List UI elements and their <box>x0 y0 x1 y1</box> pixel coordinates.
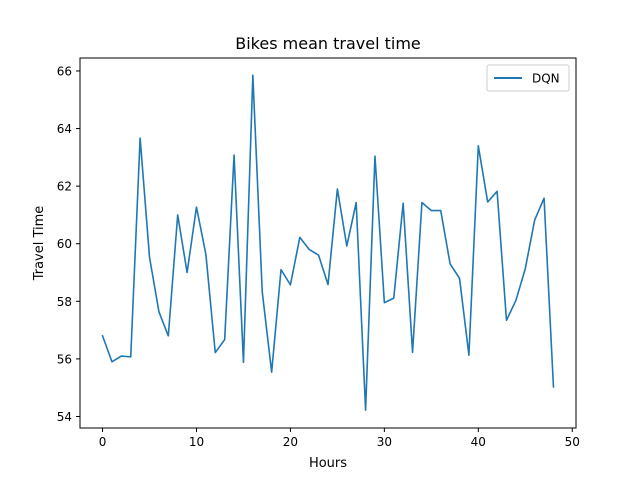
chart-title: Bikes mean travel time <box>235 34 421 53</box>
data-point <box>487 201 488 202</box>
data-point <box>290 284 291 285</box>
data-point <box>102 335 103 336</box>
y-tick-label: 58 <box>57 295 72 309</box>
data-point <box>177 214 178 215</box>
x-axis: 0 10 20 30 40 50 <box>99 428 580 449</box>
y-tick-label: 56 <box>57 352 72 366</box>
y-axis: 54 56 58 60 62 64 66 <box>57 64 80 424</box>
data-point <box>111 361 112 362</box>
data-point <box>205 254 206 255</box>
data-point <box>374 156 375 157</box>
legend: DQN <box>486 64 570 92</box>
data-point <box>168 335 169 336</box>
y-tick-label: 66 <box>57 64 72 78</box>
data-point <box>140 138 141 139</box>
y-tick-label: 64 <box>57 122 72 136</box>
data-point <box>318 255 319 256</box>
data-point <box>215 352 216 353</box>
data-point <box>431 210 432 211</box>
data-point <box>187 272 188 273</box>
data-point <box>553 386 554 387</box>
y-tick-label: 60 <box>57 237 72 251</box>
x-tick-label: 40 <box>471 435 486 449</box>
data-point <box>412 352 413 353</box>
x-tick-label: 10 <box>189 435 204 449</box>
data-point <box>121 356 122 357</box>
data-point <box>299 237 300 238</box>
data-point <box>337 189 338 190</box>
data-point <box>149 257 150 258</box>
data-point <box>525 268 526 269</box>
data-point <box>252 75 253 76</box>
data-point <box>440 210 441 211</box>
x-axis-label: Hours <box>309 456 347 471</box>
legend-box <box>486 64 570 92</box>
data-point <box>356 202 357 203</box>
data-point <box>365 410 366 411</box>
data-point <box>224 339 225 340</box>
x-tick-label: 30 <box>377 435 392 449</box>
data-point <box>534 220 535 221</box>
data-point <box>271 372 272 373</box>
data-point <box>393 298 394 299</box>
series-line-dqn <box>101 74 555 411</box>
data-point <box>309 249 310 250</box>
data-point <box>384 302 385 303</box>
axes-frame <box>79 57 577 429</box>
y-tick-label: 62 <box>57 180 72 194</box>
x-tick-label: 50 <box>565 435 580 449</box>
data-point <box>450 263 451 264</box>
data-point <box>544 198 545 199</box>
data-point <box>262 291 263 292</box>
data-point <box>403 203 404 204</box>
data-point <box>328 284 329 285</box>
data-point <box>130 356 131 357</box>
data-point <box>234 155 235 156</box>
data-point <box>281 269 282 270</box>
data-point <box>421 202 422 203</box>
data-point <box>196 207 197 208</box>
data-point <box>497 191 498 192</box>
data-point <box>158 311 159 312</box>
x-tick-label: 0 <box>99 435 107 449</box>
y-tick-label: 54 <box>57 410 72 424</box>
y-axis-label: Travel Time <box>32 206 47 282</box>
data-point <box>468 355 469 356</box>
plot-area <box>101 74 555 411</box>
data-point <box>459 278 460 279</box>
legend-label-dqn: DQN <box>532 72 560 86</box>
data-point <box>243 362 244 363</box>
data-point <box>506 320 507 321</box>
data-point <box>515 300 516 301</box>
data-point <box>346 246 347 247</box>
x-tick-label: 20 <box>283 435 298 449</box>
data-point <box>478 145 479 146</box>
